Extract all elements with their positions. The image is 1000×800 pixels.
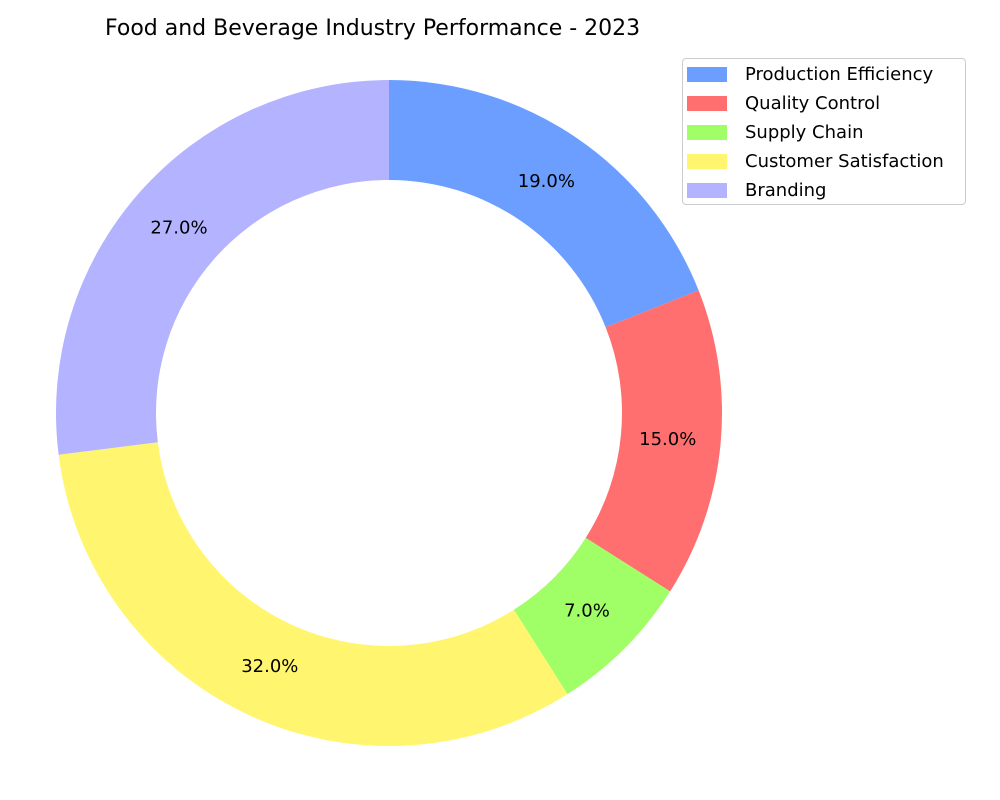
legend-swatch — [687, 66, 727, 82]
legend-swatch — [687, 124, 727, 140]
legend-swatch — [687, 95, 727, 111]
legend-label: Production Efficiency — [745, 63, 934, 85]
legend: Production Efficiency Quality Control Supp… — [682, 58, 966, 205]
legend-label: Customer Satisfaction — [745, 150, 944, 172]
slice-label-quality-control: 15.0% — [639, 429, 696, 450]
chart-title: Food and Beverage Industry Performance -… — [105, 16, 641, 41]
legend-swatch — [687, 182, 727, 198]
slice-production-efficiency — [389, 80, 699, 328]
slice-label-supply-chain: 7.0% — [564, 600, 610, 621]
slice-quality-control — [585, 290, 722, 592]
legend-label: Supply Chain — [745, 121, 864, 143]
legend-item: Supply Chain — [687, 121, 863, 143]
slice-supply-chain — [513, 537, 671, 695]
legend-item: Production Efficiency — [687, 63, 933, 85]
percentage-labels: 19.0% 15.0% 7.0% 32.0% 27.0% — [150, 171, 696, 677]
legend-item: Quality Control — [687, 92, 880, 114]
slice-label-production-efficiency: 19.0% — [518, 171, 575, 192]
slice-label-customer-satisfaction: 32.0% — [241, 656, 298, 677]
slice-customer-satisfaction — [58, 442, 568, 746]
slice-branding — [55, 80, 389, 455]
legend-item: Customer Satisfaction — [687, 150, 944, 172]
donut-slices — [55, 80, 722, 746]
legend-label: Quality Control — [745, 92, 881, 114]
legend-item: Branding — [687, 179, 826, 201]
slice-label-branding: 27.0% — [150, 217, 207, 238]
legend-swatch — [687, 153, 727, 169]
legend-label: Branding — [745, 179, 827, 201]
